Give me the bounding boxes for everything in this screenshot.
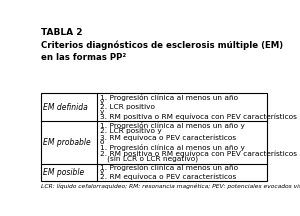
Text: 1. Progresión clínica al menos un año y: 1. Progresión clínica al menos un año y — [100, 144, 244, 151]
Text: (sin LCR o LCR negativo): (sin LCR o LCR negativo) — [100, 156, 198, 162]
Text: TABLA 2: TABLA 2 — [41, 29, 82, 37]
Text: 2. RM equívoca o PEV característicos: 2. RM equívoca o PEV característicos — [100, 173, 236, 180]
Text: y: y — [100, 109, 104, 115]
Text: 1. Progresión clínica al menos un año: 1. Progresión clínica al menos un año — [100, 164, 238, 171]
Text: LCR: líquido cefalorraquideo; RM: resonancia magnética; PEV: potenciales evocado: LCR: líquido cefalorraquideo; RM: resona… — [41, 184, 300, 189]
Text: y: y — [100, 169, 104, 175]
Text: EM probable: EM probable — [43, 138, 91, 147]
Text: EM posible: EM posible — [43, 168, 85, 176]
Text: en las formas PP²: en las formas PP² — [41, 53, 126, 62]
Text: 3. RM positiva o RM equívoca con PEV característicos: 3. RM positiva o RM equívoca con PEV car… — [100, 114, 296, 120]
Text: 2. RM positiva o RM equívoca con PEV característicos: 2. RM positiva o RM equívoca con PEV car… — [100, 150, 297, 157]
Text: EM definida: EM definida — [43, 103, 88, 112]
Text: 3. RM equívoca o PEV característicos: 3. RM equívoca o PEV característicos — [100, 134, 236, 141]
Text: Criterios diagnósticos de esclerosis múltiple (EM): Criterios diagnósticos de esclerosis múl… — [41, 41, 283, 50]
Text: 2. LCR positivo: 2. LCR positivo — [100, 104, 154, 110]
Text: 1. Progresión clínica al menos un año: 1. Progresión clínica al menos un año — [100, 94, 238, 101]
Text: y: y — [100, 99, 104, 105]
Bar — [41, 93, 266, 181]
Text: 2. LCR positivo y: 2. LCR positivo y — [100, 128, 161, 134]
Text: 1. Progresión clínica al menos un año y: 1. Progresión clínica al menos un año y — [100, 122, 244, 129]
Text: o: o — [100, 139, 104, 145]
